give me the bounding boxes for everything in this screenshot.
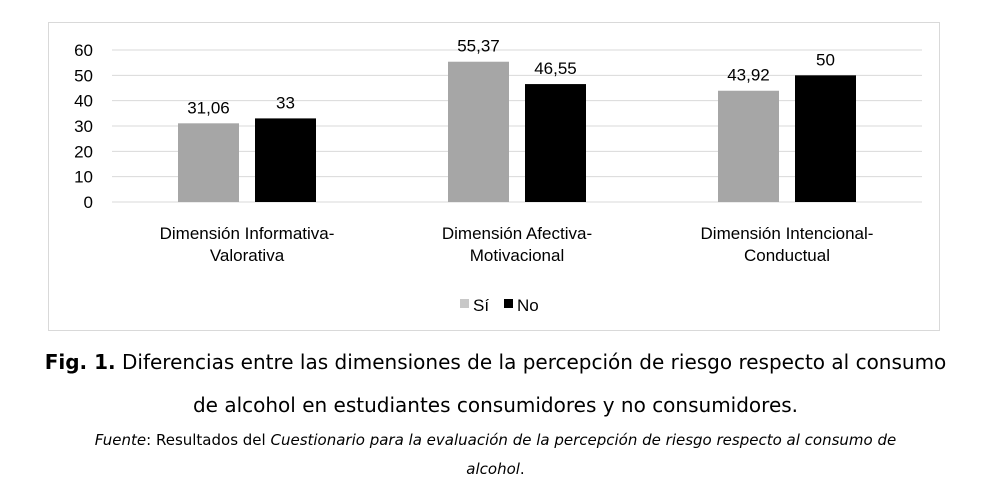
category-label: Dimensión Informativa- [160, 224, 335, 243]
legend-no-swatch [504, 299, 513, 308]
figure-caption-text-2: de alcohol en estudiantes consumidores y… [192, 393, 799, 417]
y-tick-label: 40 [74, 92, 93, 111]
bar-si [178, 123, 239, 202]
legend-si-label: Sí [473, 296, 489, 315]
bar-no [525, 84, 586, 202]
y-tick-label: 0 [84, 193, 93, 212]
figure-label: Fig. 1. [44, 350, 116, 374]
data-label: 43,92 [727, 66, 770, 85]
category-label: Dimensión Intencional- [701, 224, 874, 243]
bar-no [255, 118, 316, 202]
bar-no [795, 75, 856, 202]
chart-frame [48, 22, 940, 331]
figure-caption-text-1: Diferencias entre las dimensiones de la … [115, 350, 947, 374]
data-label: 33 [276, 93, 295, 112]
source-prefix: Fuente [94, 431, 147, 449]
category-label: Conductual [744, 246, 830, 265]
data-label: 50 [816, 50, 835, 69]
bar-chart: 0 10 20 30 40 50 60 31,06 33 Dimensión Informativ… [74, 37, 922, 315]
legend-si-swatch [460, 299, 469, 308]
y-tick-label: 50 [74, 66, 93, 85]
y-tick-label: 10 [74, 168, 93, 187]
y-tick-label: 20 [74, 142, 93, 161]
source-title-2: alcohol [466, 460, 520, 478]
data-label: 31,06 [187, 98, 230, 117]
source-middle: : Resultados del [146, 431, 271, 449]
data-label: 46,55 [534, 59, 577, 78]
category-label: Motivacional [470, 246, 565, 265]
figure-caption: Fig. 1. Diferencias entre las dimensione… [0, 350, 991, 374]
source-note-2: alcohol. [0, 460, 991, 478]
legend-no-label: No [517, 296, 539, 315]
bar-si [448, 61, 509, 202]
source-suffix: . [519, 460, 525, 478]
data-label: 55,37 [457, 37, 500, 56]
bar-si [718, 90, 779, 202]
source-note: Fuente: Resultados del Cuestionario para… [0, 431, 991, 449]
category-label: Dimensión Afectiva- [442, 224, 592, 243]
y-tick-label: 60 [74, 41, 93, 60]
y-tick-label: 30 [74, 117, 93, 136]
source-title-1: Cuestionario para la evaluación de la pe… [270, 431, 897, 449]
category-label: Valorativa [210, 246, 285, 265]
